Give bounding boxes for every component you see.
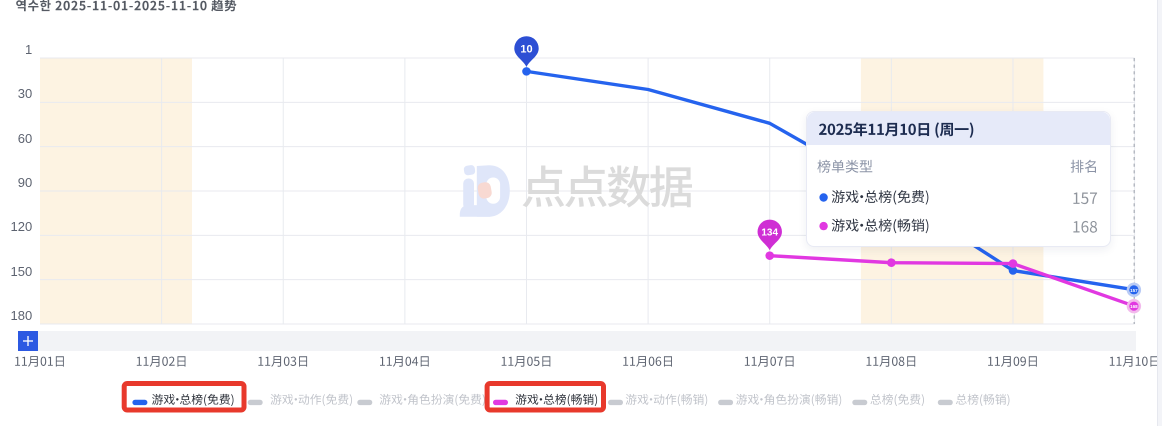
svg-text:134: 134 (761, 228, 778, 239)
svg-text:168: 168 (1130, 304, 1138, 309)
svg-text:157: 157 (1130, 288, 1138, 293)
svg-text:10: 10 (520, 43, 532, 55)
